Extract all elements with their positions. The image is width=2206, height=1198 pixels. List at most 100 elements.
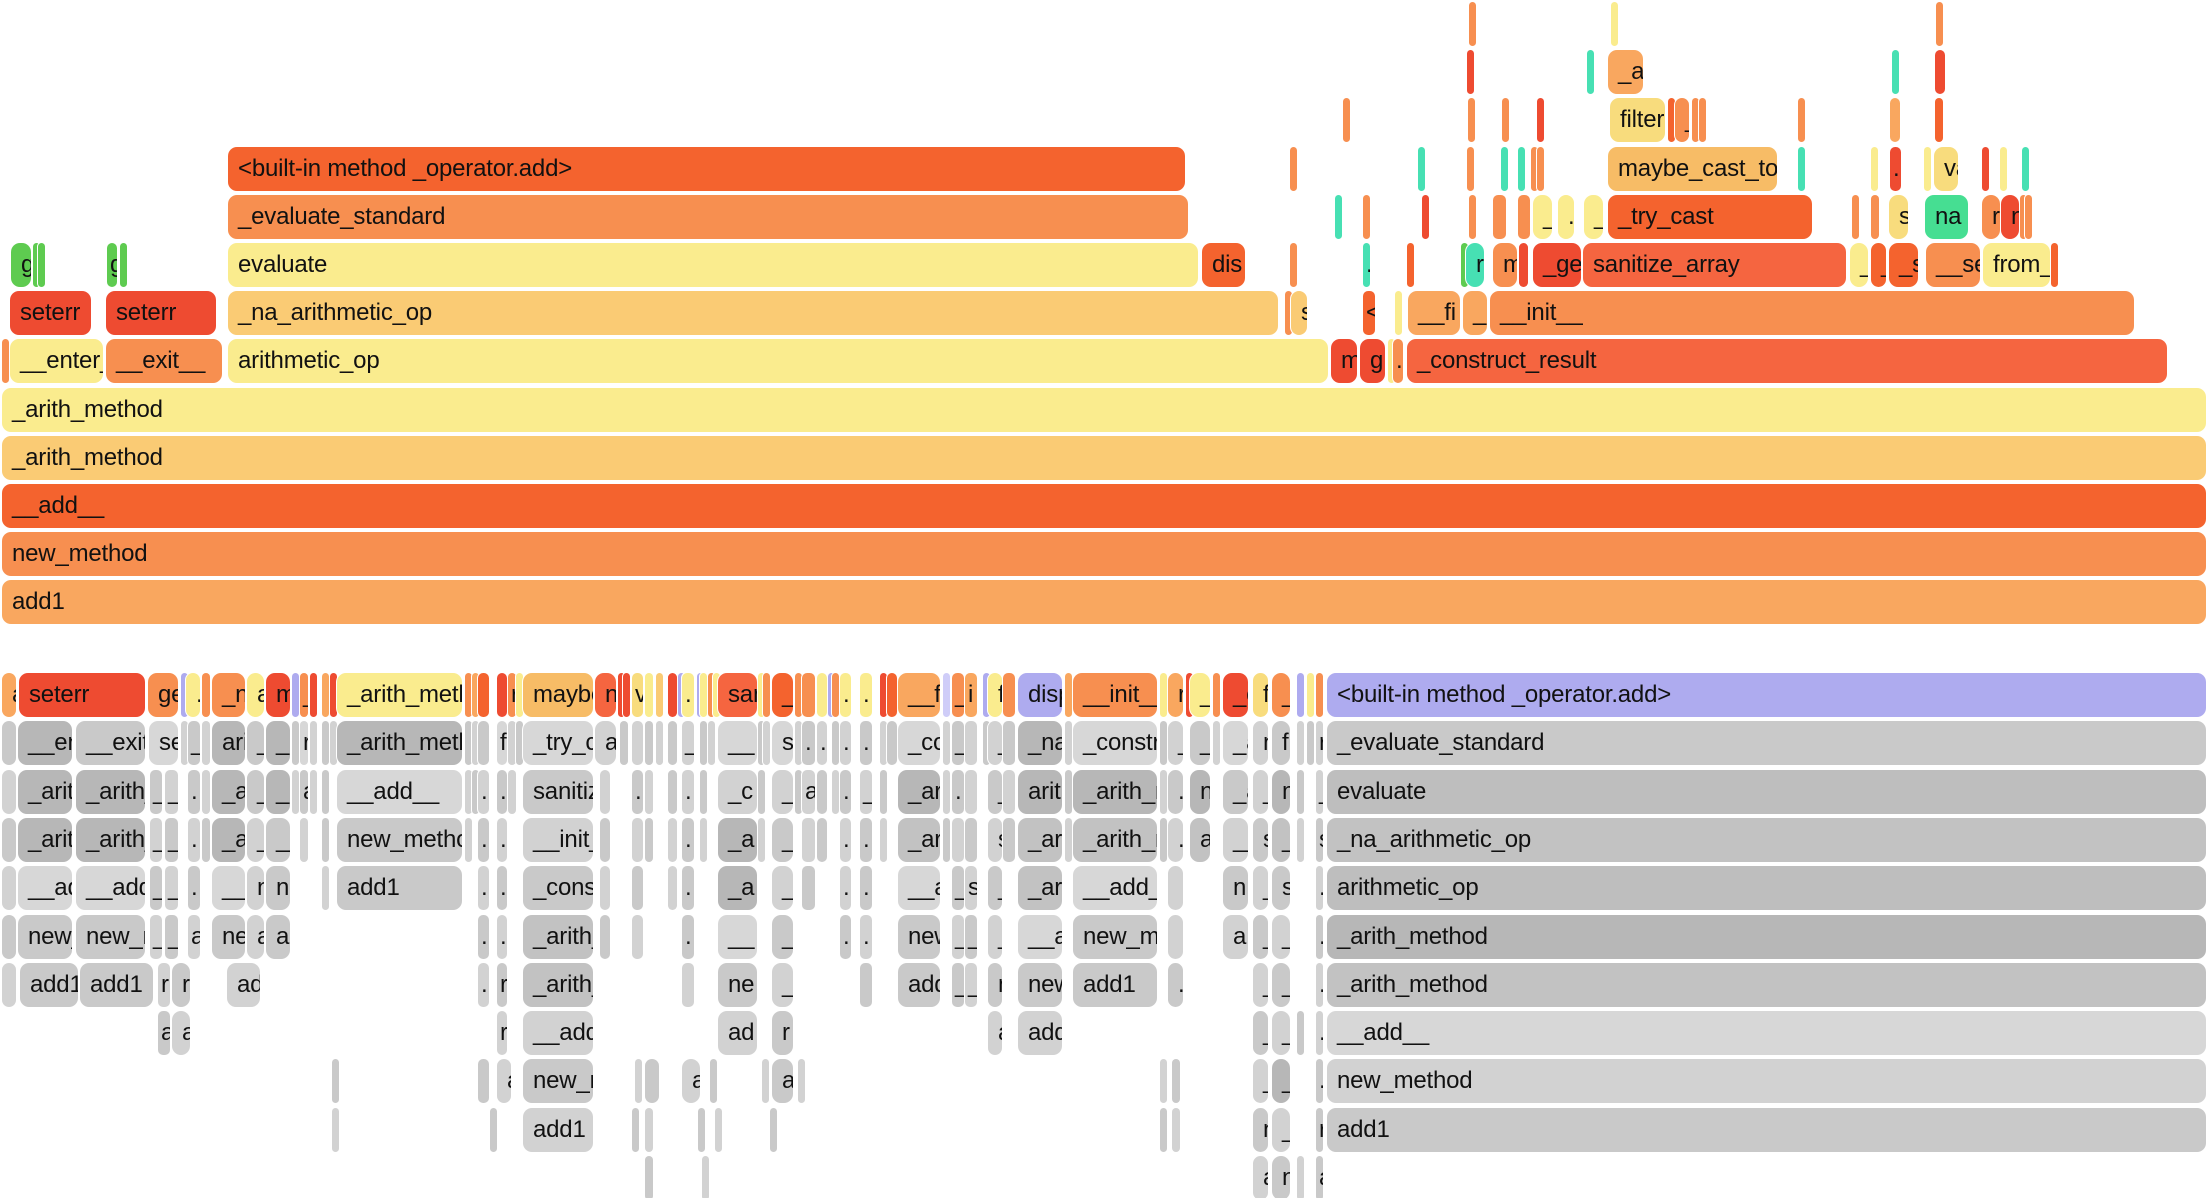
frame-sliver[interactable] <box>802 673 815 717</box>
frame-sliver[interactable] <box>1065 817 1072 862</box>
frame-na[interactable]: na <box>1925 194 1968 239</box>
frame-sliver[interactable] <box>2 769 16 814</box>
frame-sliver[interactable] <box>860 962 872 1007</box>
frame-sliver[interactable] <box>1307 673 1314 717</box>
frame-sliver[interactable]: . <box>188 769 200 814</box>
frame-sliver[interactable]: . <box>840 769 851 814</box>
frame-sliver[interactable]: . <box>1558 194 1574 239</box>
frame-sliver[interactable] <box>763 673 770 717</box>
frame-ge[interactable]: _ge <box>1533 243 1581 287</box>
frame-sliver[interactable] <box>708 673 715 717</box>
frame-sliver[interactable] <box>645 817 653 862</box>
frame-sliver[interactable] <box>645 769 653 814</box>
frame-sliver[interactable] <box>1871 146 1878 191</box>
frame-sliver[interactable] <box>965 769 977 814</box>
frame-sliver[interactable] <box>1160 673 1167 717</box>
frame-construct-result[interactable]: _construct_result <box>898 721 940 766</box>
frame-sliver[interactable]: . <box>840 817 851 862</box>
frame-sliver[interactable]: . <box>682 914 694 959</box>
frame-sliver[interactable] <box>1307 721 1314 766</box>
frame-arithmetic-op[interactable]: arithmetic_op <box>1018 769 1062 814</box>
frame-sliver[interactable] <box>632 914 643 959</box>
frame-new-method[interactable]: new_method <box>1327 1059 2206 1104</box>
frame-sliver[interactable]: _ <box>247 817 264 862</box>
frame-sliver[interactable] <box>632 721 643 766</box>
frame-new-method[interactable]: new_method <box>337 817 462 862</box>
frame-sliver[interactable]: _ <box>165 769 178 814</box>
frame-arith-method[interactable]: _arith_method <box>1018 866 1062 911</box>
frame-a[interactable]: a <box>158 1011 170 1056</box>
frame-sliver[interactable] <box>1936 2 1943 46</box>
frame-sliver[interactable] <box>762 1059 769 1104</box>
frame-n[interactable]: n <box>2001 194 2019 239</box>
frame-sliver[interactable]: _ <box>247 721 264 766</box>
frame-sliver[interactable]: _ <box>988 721 1002 766</box>
frame-arith-method[interactable]: _arith_method <box>1327 914 2206 959</box>
frame-sliver[interactable]: . <box>840 914 851 959</box>
frame-ad[interactable]: ad <box>718 1011 757 1056</box>
frame-a[interactable]: a <box>772 1059 793 1104</box>
frame-arith-method[interactable]: _arith_method <box>76 817 145 862</box>
frame-s[interactable]: _s <box>1889 243 1918 287</box>
frame-sliver[interactable]: . <box>802 721 815 766</box>
frame-arith-method[interactable]: _arith_method <box>523 962 593 1007</box>
frame-f[interactable]: f <box>988 673 1002 717</box>
frame-sliver[interactable] <box>965 721 977 766</box>
frame-arith-method[interactable]: _arith_method <box>1073 817 1157 862</box>
frame-sliver[interactable] <box>1422 194 1429 239</box>
frame-a[interactable]: a <box>2 673 16 717</box>
frame-sliver[interactable] <box>1537 98 1544 143</box>
frame-sliver[interactable] <box>1290 146 1297 191</box>
frame-fi[interactable]: fi <box>1272 721 1290 766</box>
frame-sliver[interactable] <box>508 721 516 766</box>
frame-m[interactable]: m <box>1272 769 1290 814</box>
frame-sliver[interactable] <box>758 769 765 814</box>
frame-n[interactable]: n <box>1272 1156 1290 1198</box>
frame-sliver[interactable]: _ <box>188 721 200 766</box>
frame-sliver[interactable] <box>758 721 765 766</box>
frame-sliver[interactable]: _ <box>165 914 178 959</box>
frame-sliver[interactable] <box>943 673 950 717</box>
frame-sliver[interactable]: . <box>1316 914 1323 959</box>
frame-sliver[interactable] <box>708 721 715 766</box>
frame-na-arithmetic-op[interactable]: _na_arithmetic_op <box>1018 721 1062 766</box>
frame-init[interactable]: __init__ <box>1490 291 2134 336</box>
frame-sliver[interactable] <box>795 721 802 766</box>
frame-sliver[interactable] <box>202 769 210 814</box>
frame-a[interactable]: a <box>300 769 308 814</box>
frame-add1[interactable]: add1 <box>80 962 153 1007</box>
frame-sliver[interactable]: _ <box>772 914 793 959</box>
frame-sliver[interactable] <box>1388 339 1395 384</box>
frame-sliver[interactable] <box>795 769 802 814</box>
frame-a[interactable]: a <box>247 914 264 959</box>
frame-sliver[interactable] <box>632 1107 639 1152</box>
frame-a[interactable]: _a <box>1608 50 1643 95</box>
frame-sliver[interactable]: _ <box>165 866 178 911</box>
frame-m[interactable]: m <box>1493 243 1517 287</box>
frame-sliver[interactable]: < <box>1363 291 1375 336</box>
frame-a[interactable]: a <box>247 673 264 717</box>
frame-sliver[interactable] <box>802 817 815 862</box>
frame-sliver[interactable] <box>1213 673 1220 717</box>
frame-sliver[interactable] <box>1172 1107 1180 1152</box>
frame-sliver[interactable] <box>1467 50 1474 95</box>
frame-sliver[interactable]: . <box>478 866 489 911</box>
frame-sliver[interactable] <box>645 1107 653 1152</box>
frame-enter[interactable]: __enter__ <box>18 721 72 766</box>
frame-sliver[interactable]: _ <box>1871 243 1886 287</box>
frame-add1[interactable]: add1 <box>1018 1011 1062 1056</box>
frame-init[interactable]: __init__ <box>523 817 593 862</box>
frame-sliver[interactable] <box>292 673 299 717</box>
frame-sliver[interactable]: . <box>860 817 872 862</box>
frame-sliver[interactable] <box>668 673 677 717</box>
frame-sliver[interactable]: . <box>682 866 694 911</box>
frame-sliver[interactable] <box>1003 769 1015 814</box>
frame-n[interactable]: n <box>1223 866 1248 911</box>
frame-add[interactable]: __add__ <box>18 866 72 911</box>
frame-s[interactable]: s <box>988 817 1002 862</box>
frame-sliver[interactable] <box>310 673 317 717</box>
frame-r[interactable]: r <box>497 962 507 1007</box>
frame-sliver[interactable]: _ <box>772 866 793 911</box>
frame-sliver[interactable] <box>1168 914 1183 959</box>
frame-a[interactable]: _a <box>266 769 290 814</box>
